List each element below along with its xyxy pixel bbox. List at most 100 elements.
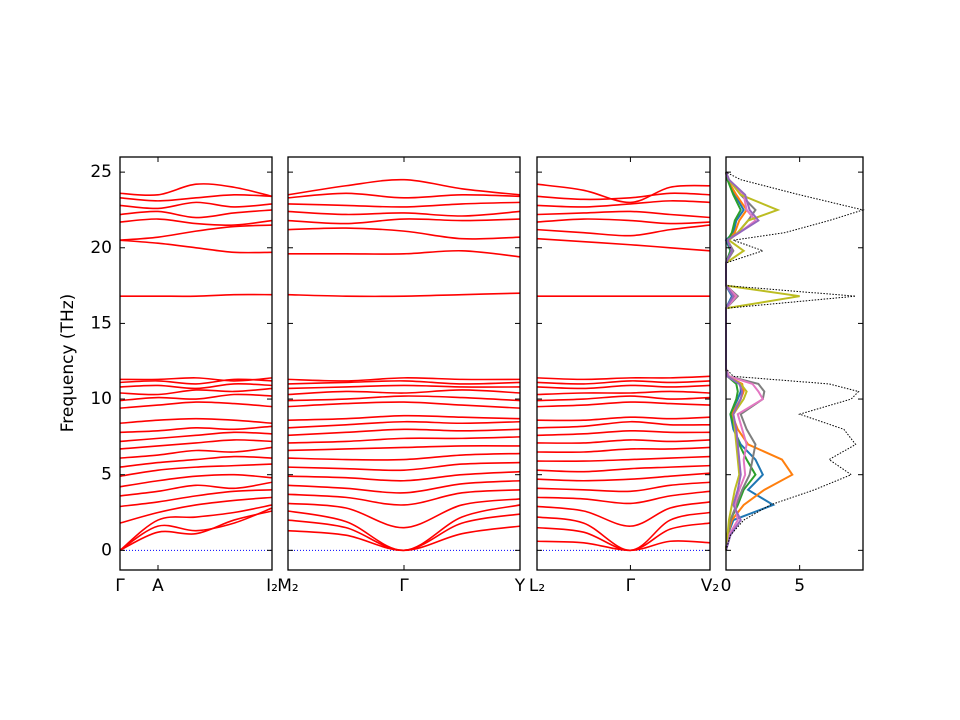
band [536, 200, 711, 208]
band [119, 377, 273, 382]
band [287, 384, 521, 390]
band [119, 393, 273, 402]
x-tick-label: Γ [626, 576, 636, 596]
band [119, 425, 273, 434]
band [536, 384, 711, 390]
band [287, 227, 521, 240]
band [119, 473, 273, 488]
band [287, 525, 521, 552]
band [536, 390, 711, 396]
band [119, 439, 273, 450]
y-tick-label: 5 [101, 465, 112, 485]
band [287, 192, 521, 199]
band [119, 383, 273, 390]
band [536, 522, 711, 552]
band [120, 293, 273, 298]
band [119, 431, 273, 443]
total-dos [725, 171, 865, 551]
band [536, 481, 711, 493]
band [287, 201, 521, 208]
band [287, 498, 521, 529]
band [119, 209, 273, 219]
band [119, 481, 273, 497]
band [119, 378, 273, 385]
plot-frame [536, 156, 711, 571]
x-tick-label: 0 [721, 576, 732, 596]
band [536, 490, 711, 505]
band [536, 375, 711, 381]
band [287, 489, 521, 506]
band [119, 417, 273, 425]
band [287, 504, 521, 552]
y-tick-label: 15 [90, 313, 112, 333]
band [287, 178, 521, 196]
band [536, 218, 711, 225]
x-tick-label: Γ [115, 576, 125, 596]
band [119, 455, 273, 468]
band [119, 183, 273, 198]
band [119, 194, 273, 202]
band [536, 401, 711, 408]
band [536, 464, 711, 473]
band [536, 472, 711, 482]
x-tick-label: L₂ [529, 576, 545, 596]
y-tick-label: 0 [101, 540, 112, 560]
band [536, 237, 711, 252]
band [536, 416, 711, 422]
band [536, 511, 711, 552]
y-axis-label: Frequency (THz) [58, 294, 78, 433]
band [536, 420, 711, 429]
x-tick-label: Γ [399, 576, 409, 596]
band [287, 445, 521, 452]
band [119, 239, 273, 254]
band [536, 380, 711, 385]
y-tick-label: 20 [90, 238, 112, 258]
band [536, 210, 711, 219]
band [288, 249, 521, 258]
band [287, 380, 521, 385]
band [287, 292, 521, 298]
band [287, 420, 521, 429]
plot-frame [119, 156, 273, 571]
band [119, 387, 273, 396]
band [287, 389, 521, 396]
band [287, 479, 521, 494]
band [119, 510, 273, 552]
band [536, 455, 711, 462]
band [287, 470, 521, 482]
band [536, 224, 711, 237]
band [536, 395, 711, 402]
band [287, 218, 521, 225]
x-tick-label: I₂ [266, 576, 278, 596]
band [119, 489, 273, 508]
x-tick-label: 5 [794, 576, 805, 596]
x-tick-label: V₂ [701, 576, 719, 596]
band [287, 401, 521, 409]
band [287, 395, 521, 402]
band [287, 414, 521, 422]
band [119, 218, 273, 226]
plot-frame [725, 156, 864, 571]
band [287, 428, 521, 437]
band [287, 452, 521, 461]
y-tick-label: 25 [90, 162, 112, 182]
x-tick-label: M₂ [277, 576, 298, 596]
band [119, 401, 273, 409]
band [536, 183, 711, 204]
band [119, 507, 273, 552]
band [536, 446, 711, 454]
x-tick-label: Y [514, 576, 526, 596]
band [536, 501, 711, 527]
band [119, 496, 273, 524]
band [119, 224, 273, 242]
band [119, 463, 273, 477]
partial-dos [725, 171, 760, 551]
x-tick-label: A [152, 576, 164, 596]
band [287, 210, 521, 217]
band [536, 439, 711, 444]
y-tick-label: 10 [90, 389, 112, 409]
band [119, 504, 273, 551]
band [119, 201, 273, 210]
band [119, 446, 273, 459]
